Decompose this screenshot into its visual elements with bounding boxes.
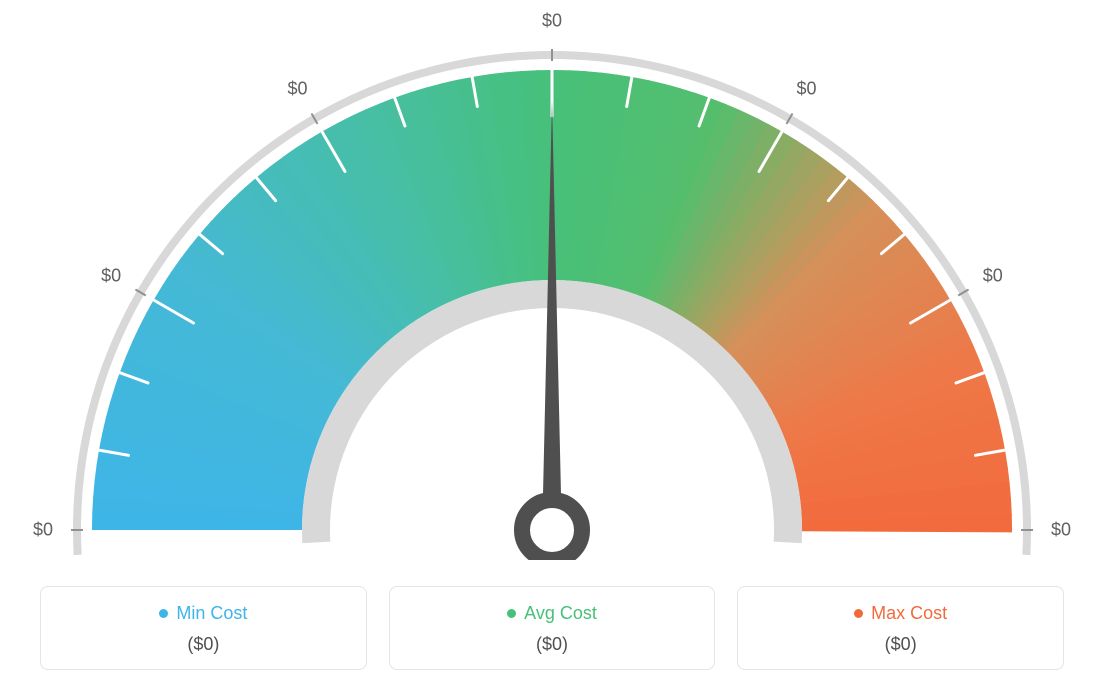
gauge-scale-label: $0 <box>33 520 53 541</box>
legend-value-max: ($0) <box>750 634 1051 655</box>
gauge-scale-label: $0 <box>983 265 1003 286</box>
cost-gauge-widget: $0 $0 $0 $0 $0 $0 $0 Min Cost ($0) Avg Cost ($… <box>0 0 1104 690</box>
gauge-scale-label: $0 <box>287 79 307 100</box>
legend-card-max: Max Cost ($0) <box>737 586 1064 670</box>
legend-dot-min <box>159 609 168 618</box>
legend-value-min: ($0) <box>53 634 354 655</box>
legend-card-min: Min Cost ($0) <box>40 586 367 670</box>
gauge-scale-label: $0 <box>101 265 121 286</box>
legend-card-avg: Avg Cost ($0) <box>389 586 716 670</box>
legend-dot-avg <box>507 609 516 618</box>
legend-value-avg: ($0) <box>402 634 703 655</box>
legend-title-max: Max Cost <box>854 603 947 624</box>
gauge-chart: $0 $0 $0 $0 $0 $0 $0 <box>0 0 1104 560</box>
gauge-svg <box>0 0 1104 560</box>
gauge-scale-label: $0 <box>542 11 562 32</box>
legend-label-avg: Avg Cost <box>524 603 597 624</box>
legend-row: Min Cost ($0) Avg Cost ($0) Max Cost ($0… <box>40 586 1064 670</box>
legend-dot-max <box>854 609 863 618</box>
legend-title-avg: Avg Cost <box>507 603 597 624</box>
gauge-scale-label: $0 <box>796 79 816 100</box>
gauge-scale-label: $0 <box>1051 520 1071 541</box>
legend-title-min: Min Cost <box>159 603 247 624</box>
legend-label-min: Min Cost <box>176 603 247 624</box>
legend-label-max: Max Cost <box>871 603 947 624</box>
